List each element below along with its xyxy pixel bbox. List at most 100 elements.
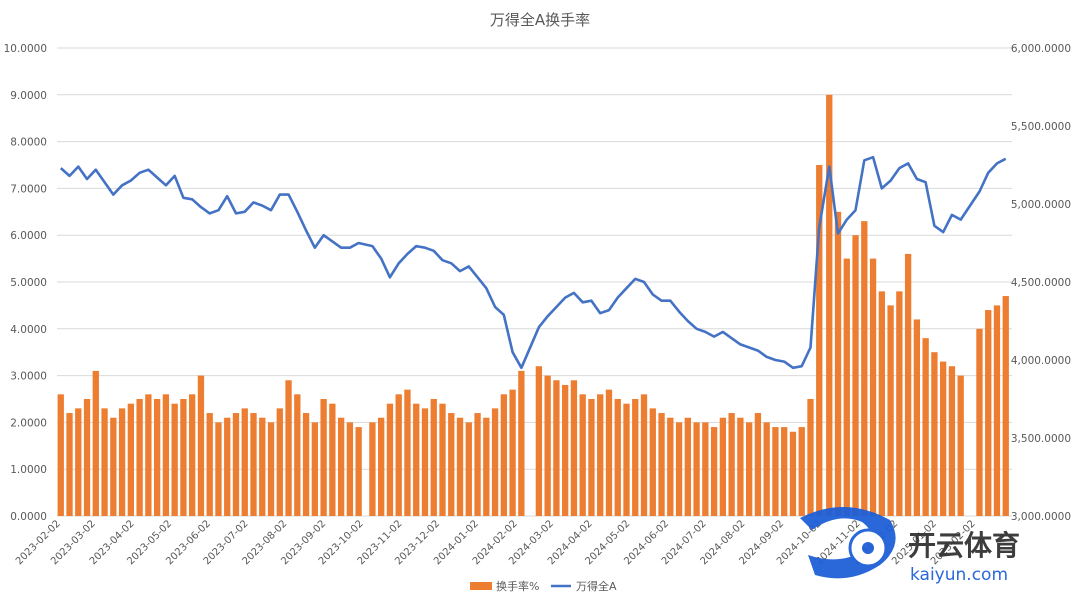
soccer-ball-center-icon [862,542,874,554]
turnover-bar [728,413,735,516]
turnover-bar [57,394,64,516]
turnover-bar [153,399,161,516]
turnover-bar [904,253,912,517]
turnover-bar [597,394,604,516]
turnover-bar [816,165,823,516]
index-line [59,155,1007,370]
turnover-bar [171,403,178,516]
turnover-bar [1002,296,1009,516]
turnover-bar [276,408,283,516]
turnover-bar [605,389,613,516]
turnover-bar [588,399,595,516]
turnover-bar [658,413,665,516]
turnover-bar [684,417,691,516]
turnover-bar [136,399,143,516]
turnover-bar [957,375,964,516]
index-line-group [59,155,1007,370]
y-left-tick-label: 9.0000 [10,90,47,102]
turnover-bar [337,417,345,516]
turnover-bar [518,370,525,516]
legend-swatch-turnover [470,582,492,590]
y-left-tick-label: 1.0000 [10,464,47,476]
y-axis-left: 0.0000 1.0000 2.0000 3.0000 4.0000 5.0000 6.00… [4,43,47,523]
turnover-bar [127,403,135,516]
legend-label-turnover: 换手率% [496,579,539,593]
turnover-bar [491,408,499,516]
turnover-bar [896,291,903,516]
turnover-bar [535,366,543,516]
turnover-bar [737,417,744,516]
watermark-logo: 开云体育 kaiyun.com [800,506,1020,585]
turnover-bar [869,258,877,516]
watermark-domain: kaiyun.com [910,565,1008,585]
turnover-bar [448,413,455,516]
turnover-bar [667,417,674,516]
turnover-bar [763,422,770,516]
turnover-bar [789,431,797,516]
turnover-bar [329,403,336,516]
turnover-bar [772,427,779,516]
y-left-tick-label: 5.0000 [10,277,47,289]
turnover-bar [294,394,301,516]
turnover-bar [948,366,956,516]
turnover-bar [250,413,257,516]
y-left-tick-label: 7.0000 [10,183,47,195]
turnover-bar [640,394,648,516]
turnover-bar [985,310,992,516]
turnover-bar [746,422,753,516]
turnover-bar [378,417,385,516]
turnover-bar [162,394,170,516]
turnover-bar [562,384,569,516]
turnover-bar [430,399,437,516]
turnover-bar [197,375,205,516]
turnover-bar [285,380,292,516]
turnover-bar [456,417,464,516]
turnover-bar [206,413,213,516]
turnover-bar [940,361,947,516]
turnover-bar [483,417,490,516]
turnover-bar [623,403,630,516]
y-right-tick-label: 5,000.0000 [1011,199,1071,211]
turnover-bar [843,258,850,516]
turnover-bar [887,305,894,516]
turnover-bar [649,408,656,516]
turnover-bar [110,417,117,516]
turnover-bar [570,380,578,516]
y-left-tick-label: 2.0000 [10,417,47,429]
y-right-tick-label: 4,000.0000 [1011,355,1071,367]
turnover-bar [798,427,805,516]
turnover-bar [632,399,639,516]
turnover-bar [224,417,231,516]
turnover-bar [861,221,868,516]
turnover-bar [267,422,275,516]
y-left-tick-label: 0.0000 [10,511,47,523]
y-left-tick-label: 4.0000 [10,324,47,336]
turnover-bar [421,408,429,516]
turnover-bar [355,427,362,516]
turnover-bar [675,422,683,516]
turnover-bar [66,413,73,516]
turnover-bar [702,422,709,516]
y-left-tick-label: 6.0000 [10,230,47,242]
y-right-tick-label: 3,000.0000 [1011,511,1071,523]
turnover-bar [369,422,376,516]
turnover-bar [75,408,82,516]
turnover-bar [320,399,327,516]
turnover-bar [395,394,402,516]
turnover-bar [346,422,354,516]
y-left-tick-label: 10.0000 [4,43,47,55]
chart-title: 万得全A换手率 [490,11,590,29]
turnover-bar [614,399,621,516]
turnover-bar [553,380,560,516]
turnover-bar [215,422,222,516]
turnover-bar [976,328,983,516]
turnover-bars [57,94,1009,517]
turnover-bar [719,417,727,516]
watermark-brand: 开云体育 [908,529,1020,562]
turnover-bar [807,399,814,516]
turnover-bar [693,422,700,516]
turnover-bar [259,417,266,516]
turnover-bar [993,305,1001,516]
turnover-bar [189,394,196,516]
